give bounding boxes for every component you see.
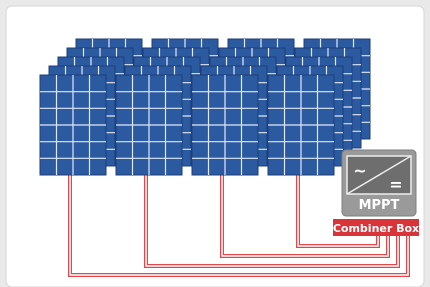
pv-diagram: ~ = MPPT Combiner Box bbox=[0, 0, 430, 287]
dc-symbol: = bbox=[389, 175, 402, 194]
solar-panel bbox=[268, 75, 334, 175]
solar-arrays bbox=[40, 39, 370, 175]
solar-panel bbox=[116, 75, 182, 175]
solar-panel bbox=[192, 75, 258, 175]
combiner-label: Combiner Box bbox=[333, 222, 419, 235]
inverter: ~ = MPPT bbox=[342, 150, 416, 216]
mppt-label: MPPT bbox=[359, 198, 400, 213]
solar-panel bbox=[40, 75, 106, 175]
ac-symbol: ~ bbox=[353, 161, 366, 180]
